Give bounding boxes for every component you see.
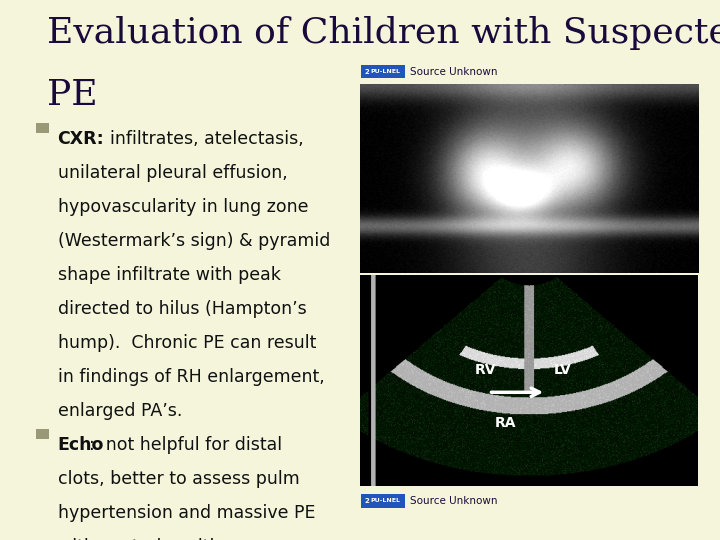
Text: Source Unknown: Source Unknown (410, 66, 498, 77)
Bar (36, 429, 49, 438)
Text: (Westermark’s sign) & pyramid: (Westermark’s sign) & pyramid (58, 232, 330, 249)
Text: Echo: Echo (58, 436, 104, 454)
Bar (36, 123, 49, 132)
Text: LV: LV (554, 363, 572, 377)
Text: hypertension and massive PE: hypertension and massive PE (58, 504, 315, 522)
Text: :  not helpful for distal: : not helpful for distal (89, 436, 282, 454)
Text: Source Unknown: Source Unknown (410, 496, 498, 506)
Text: RA: RA (495, 416, 516, 430)
Bar (361, 65, 405, 78)
Text: directed to hilus (Hampton’s: directed to hilus (Hampton’s (58, 300, 306, 318)
Text: in findings of RH enlargement,: in findings of RH enlargement, (58, 368, 324, 386)
Text: Evaluation of Children with Suspected: Evaluation of Children with Suspected (47, 16, 720, 50)
Text: PU-LNEL: PU-LNEL (371, 69, 401, 74)
Text: enlarged PA’s.: enlarged PA’s. (58, 402, 182, 420)
Bar (361, 494, 405, 508)
Text: PE: PE (47, 78, 97, 112)
Text: PU-LNEL: PU-LNEL (371, 498, 401, 503)
Text: hypovascularity in lung zone: hypovascularity in lung zone (58, 198, 308, 215)
Text: 2: 2 (364, 69, 369, 75)
Text: infiltrates, atelectasis,: infiltrates, atelectasis, (99, 130, 304, 147)
Text: shape infiltrate with peak: shape infiltrate with peak (58, 266, 281, 284)
Text: clots, better to assess pulm: clots, better to assess pulm (58, 470, 300, 488)
Text: CXR:: CXR: (58, 130, 104, 147)
Text: 2: 2 (364, 498, 369, 504)
Text: hump).  Chronic PE can result: hump). Chronic PE can result (58, 334, 316, 352)
Text: with central position.: with central position. (58, 538, 241, 540)
Text: RV: RV (474, 363, 496, 377)
Text: unilateral pleural effusion,: unilateral pleural effusion, (58, 164, 287, 181)
